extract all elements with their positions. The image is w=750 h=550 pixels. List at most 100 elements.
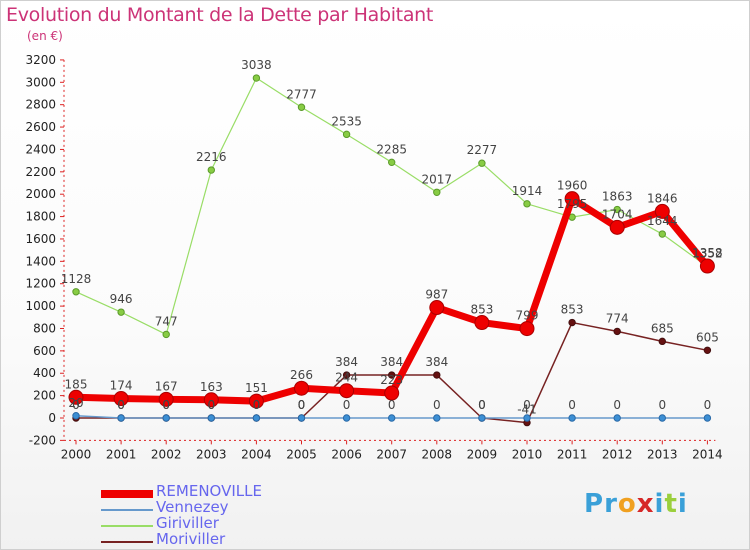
data-label-vennezey: 0: [658, 398, 666, 412]
data-point-remenoville: [203, 392, 219, 408]
data-label-giriviller: 1352: [692, 247, 723, 261]
y-tick-label: 800: [33, 321, 56, 335]
data-label-remenoville: 1846: [647, 191, 678, 205]
data-label-remenoville: 163: [200, 380, 223, 394]
data-point-remenoville: [699, 258, 715, 274]
y-tick-label: 600: [33, 344, 56, 358]
data-point-vennezey: [568, 414, 576, 422]
data-point-remenoville: [609, 219, 625, 235]
data-label-remenoville: 266: [290, 368, 313, 382]
logo-letter: o: [617, 489, 637, 519]
data-point-giriviller: [388, 158, 396, 167]
y-tick-label: 2000: [25, 187, 56, 201]
y-tick-label: 1800: [25, 210, 56, 224]
y-tick-label: 1000: [25, 299, 56, 313]
x-tick-label: 2003: [196, 447, 227, 461]
y-tick-label: 2800: [25, 98, 56, 112]
logo-letter: r: [604, 489, 618, 519]
proxiti-logo: Proxiti: [584, 489, 688, 519]
data-point-vennezey: [433, 414, 441, 422]
data-label-moriviller: 384: [425, 355, 448, 369]
data-label-giriviller: 1128: [61, 272, 92, 286]
data-label-remenoville: 151: [245, 381, 268, 395]
data-label-remenoville: 244: [335, 371, 358, 385]
data-point-moriviller: [342, 371, 351, 379]
data-point-vennezey: [523, 414, 531, 422]
data-label-remenoville: 1358: [692, 246, 723, 260]
data-point-giriviller: [162, 330, 170, 339]
y-tick-label: 1600: [25, 232, 56, 246]
data-label-remenoville: 223: [380, 373, 403, 387]
y-tick-label: 2200: [25, 165, 56, 179]
data-label-vennezey: 0: [253, 398, 261, 412]
data-label-giriviller: 2285: [376, 142, 407, 156]
y-tick-label: 1400: [25, 254, 56, 268]
x-tick-label: 2000: [61, 447, 92, 461]
x-tick-label: 2007: [376, 447, 407, 461]
data-label-giriviller: 2777: [286, 87, 317, 101]
data-point-remenoville: [68, 389, 84, 405]
data-point-moriviller: [658, 337, 666, 346]
data-label-moriviller: 0: [162, 398, 170, 412]
data-point-vennezey: [252, 414, 261, 422]
y-tick-label: 2400: [25, 142, 56, 156]
x-tick-label: 2014: [692, 447, 723, 461]
y-tick-label: 3200: [25, 53, 56, 67]
data-label-moriviller: 384: [380, 355, 403, 369]
chart-title: Evolution du Montant de la Dette par Hab…: [6, 4, 434, 26]
data-label-giriviller: 1914: [512, 184, 543, 198]
data-label-moriviller: 0: [117, 398, 125, 412]
data-point-remenoville: [294, 380, 309, 396]
x-tick-label: 2011: [557, 447, 588, 461]
y-tick-label: -200: [29, 433, 56, 447]
data-label-moriviller: 685: [651, 321, 674, 335]
data-point-vennezey: [703, 414, 712, 422]
data-label-vennezey: 20: [68, 396, 83, 410]
data-point-vennezey: [207, 414, 216, 422]
x-tick-label: 2006: [331, 447, 362, 461]
legend-label-vennezey: Vennezey: [156, 498, 229, 516]
data-point-moriviller: [568, 318, 576, 327]
legend-label-moriviller: Moriviller: [156, 530, 226, 548]
logo-letter: P: [584, 489, 605, 519]
legend-swatch-remenoville: [101, 490, 153, 498]
y-tick-label: 1200: [25, 277, 56, 291]
data-label-moriviller: 0: [478, 398, 486, 412]
data-point-remenoville: [519, 321, 535, 337]
data-point-moriviller: [433, 371, 441, 379]
logo-letter: i: [654, 489, 665, 519]
data-label-vennezey: 0: [433, 398, 441, 412]
data-point-remenoville: [248, 393, 264, 409]
data-point-remenoville: [654, 203, 670, 219]
y-tick-label: 2600: [25, 120, 56, 134]
data-point-vennezey: [162, 414, 170, 422]
data-label-giriviller: 2216: [196, 150, 227, 164]
data-label-moriviller: 0: [207, 398, 215, 412]
data-label-moriviller: 0: [72, 398, 80, 412]
y-tick-label: 0: [48, 411, 56, 425]
logo-letter: t: [664, 489, 678, 519]
y-tick-label: 200: [33, 389, 56, 403]
data-point-vennezey: [613, 414, 621, 422]
data-point-vennezey: [117, 414, 125, 422]
data-label-moriviller: 605: [696, 330, 719, 344]
data-point-giriviller: [613, 205, 621, 214]
data-label-remenoville: 174: [110, 379, 133, 393]
data-point-moriviller: [388, 371, 396, 379]
legend-label-remenoville: REMENOVILLE: [156, 482, 262, 500]
data-point-remenoville: [474, 315, 490, 331]
data-point-vennezey: [342, 414, 351, 422]
data-label-vennezey: 0: [117, 398, 125, 412]
data-label-giriviller: 747: [155, 314, 178, 328]
legend-swatch-giriviller: [101, 525, 153, 527]
data-point-giriviller: [658, 230, 666, 238]
x-tick-label: 2009: [467, 447, 498, 461]
data-label-remenoville: 1704: [602, 207, 633, 221]
data-point-giriviller: [433, 188, 441, 196]
data-label-vennezey: 0: [298, 398, 306, 412]
data-point-giriviller: [523, 200, 531, 208]
data-label-giriviller: 1863: [602, 190, 633, 204]
data-label-giriviller: 2017: [422, 172, 453, 186]
data-point-remenoville: [384, 385, 400, 401]
